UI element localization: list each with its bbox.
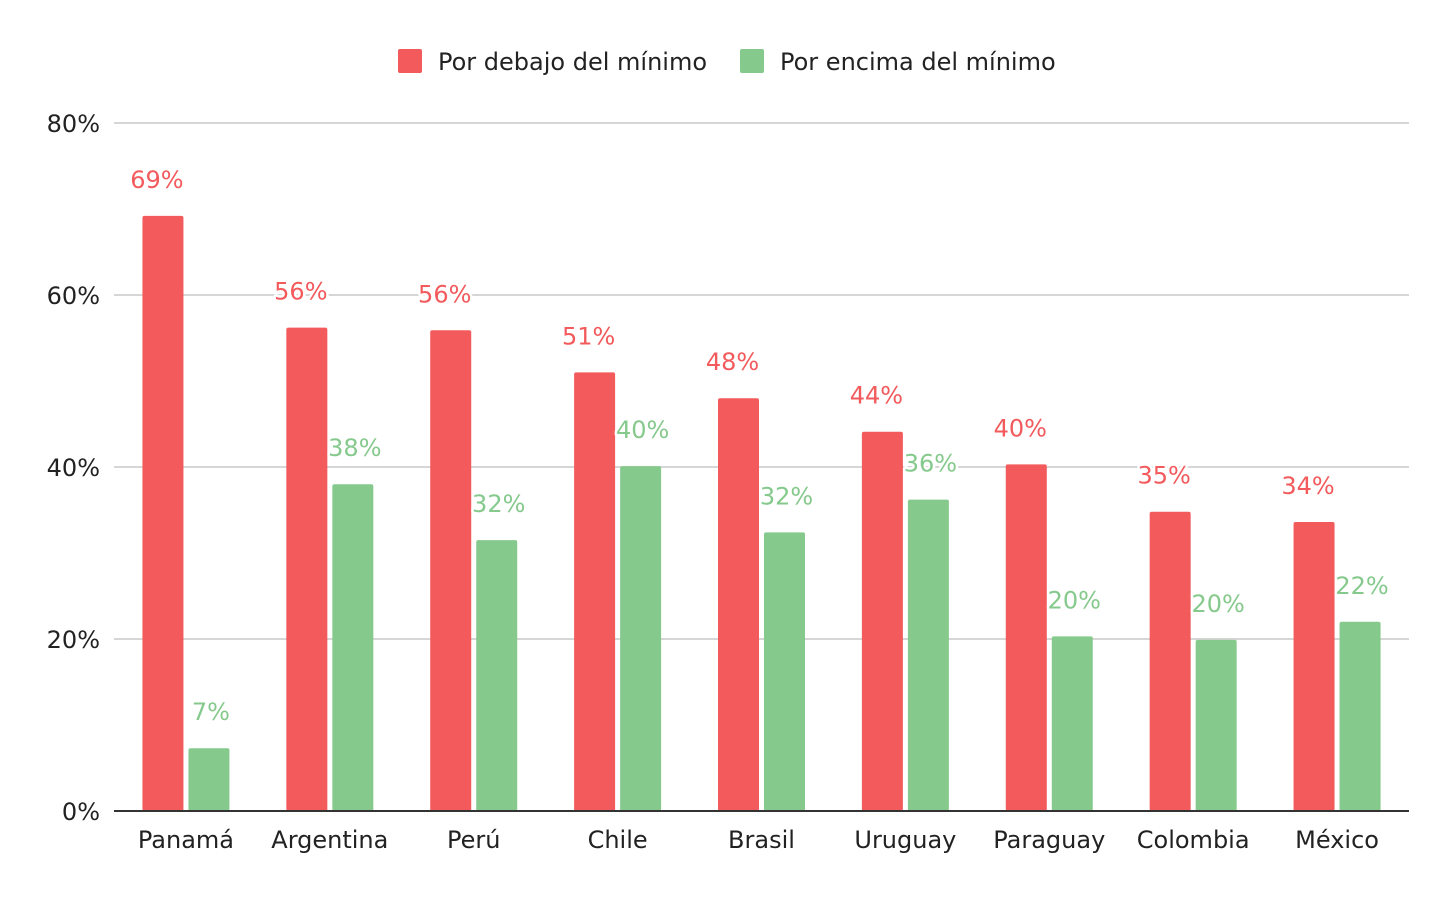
x-tick-label: Colombia <box>1137 826 1250 854</box>
bar-below-minimum[interactable] <box>574 372 616 811</box>
bars <box>142 215 1381 811</box>
data-label-above-minimum: 38% <box>328 434 381 462</box>
bar-below-minimum[interactable] <box>1149 511 1191 811</box>
bar-above-minimum[interactable] <box>1051 636 1093 811</box>
bar-above-minimum[interactable] <box>764 532 805 811</box>
x-tick-label: Argentina <box>271 826 388 854</box>
bar-below-minimum[interactable] <box>286 327 328 811</box>
x-tick-label: Uruguay <box>854 826 956 854</box>
bar-below-minimum[interactable] <box>1293 522 1335 811</box>
y-tick-label: 80% <box>47 110 100 138</box>
bar-above-minimum[interactable] <box>1339 621 1381 811</box>
data-label-above-minimum: 32% <box>472 490 525 518</box>
x-axis: Panamá Argentina Perú Chile Brasil Uruguay Par… <box>114 810 1409 854</box>
y-axis: 0% 20% 40% 60% 80% <box>47 110 100 826</box>
data-label-below-minimum: 56% <box>274 278 327 306</box>
data-label-above-minimum: 36% <box>904 450 957 478</box>
data-label-above-minimum: 20% <box>1048 586 1101 614</box>
x-tick-label: Perú <box>447 826 500 854</box>
data-label-below-minimum: 51% <box>562 322 615 350</box>
bar-below-minimum[interactable] <box>1005 464 1047 811</box>
data-label-below-minimum: 56% <box>418 280 471 308</box>
data-label-above-minimum: 40% <box>616 416 669 444</box>
bar-above-minimum[interactable] <box>476 540 518 811</box>
data-label-above-minimum: 20% <box>1191 590 1244 618</box>
bar-above-minimum[interactable] <box>620 466 662 811</box>
data-label-below-minimum: 48% <box>706 348 759 376</box>
legend: Por debajo del mínimo Por encima del mín… <box>398 48 1056 76</box>
bar-below-minimum[interactable] <box>430 330 472 811</box>
x-tick-label: México <box>1295 826 1379 854</box>
y-tick-label: 20% <box>47 626 100 654</box>
bar-above-minimum[interactable] <box>907 499 949 811</box>
bar-below-minimum[interactable] <box>718 398 759 811</box>
data-label-above-minimum: 32% <box>760 482 813 510</box>
bar-above-minimum[interactable] <box>332 484 374 811</box>
x-tick-label: Paraguay <box>993 826 1105 854</box>
data-label-below-minimum: 44% <box>850 382 903 410</box>
bar-above-minimum[interactable] <box>1195 639 1237 811</box>
data-label-above-minimum: 7% <box>192 698 230 726</box>
legend-swatch-below-minimum <box>398 49 422 73</box>
bar-above-minimum[interactable] <box>188 748 230 811</box>
bar-below-minimum[interactable] <box>142 215 184 811</box>
legend-label-below-minimum: Por debajo del mínimo <box>438 48 707 76</box>
y-tick-label: 40% <box>47 454 100 482</box>
y-tick-label: 60% <box>47 282 100 310</box>
x-tick-label: Brasil <box>728 826 795 854</box>
data-labels: 69% 7% 56% 38% 56% 32% 51% 40% 48% 32% 44% 36% 40% 20… <box>128 163 1391 728</box>
x-tick-label: Chile <box>588 826 648 854</box>
data-label-below-minimum: 69% <box>130 166 183 194</box>
x-tick-label: Panamá <box>138 826 234 854</box>
gridlines <box>114 122 1409 640</box>
bar-below-minimum[interactable] <box>861 431 903 811</box>
legend-item-above-minimum[interactable]: Por encima del mínimo <box>740 48 1056 76</box>
legend-label-above-minimum: Por encima del mínimo <box>780 48 1056 76</box>
legend-swatch-above-minimum <box>740 49 764 73</box>
data-label-below-minimum: 35% <box>1137 462 1190 490</box>
data-label-below-minimum: 34% <box>1281 472 1334 500</box>
data-label-above-minimum: 22% <box>1335 572 1388 600</box>
legend-item-below-minimum[interactable]: Por debajo del mínimo <box>398 48 707 76</box>
y-tick-label: 0% <box>62 798 100 826</box>
data-label-below-minimum: 40% <box>994 414 1047 442</box>
